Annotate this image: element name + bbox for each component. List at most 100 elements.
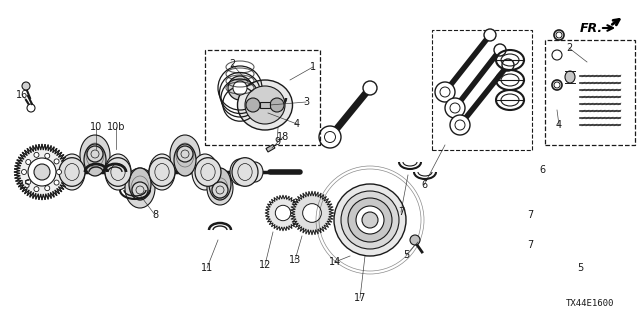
Circle shape	[445, 98, 465, 118]
Circle shape	[552, 50, 562, 60]
Circle shape	[34, 164, 50, 180]
Circle shape	[54, 180, 59, 185]
Text: 11: 11	[201, 263, 213, 273]
Ellipse shape	[356, 206, 384, 234]
Circle shape	[319, 126, 341, 148]
Ellipse shape	[105, 158, 131, 186]
Ellipse shape	[84, 144, 106, 176]
Circle shape	[554, 82, 560, 88]
Text: 4: 4	[556, 120, 562, 130]
Circle shape	[45, 153, 50, 158]
Ellipse shape	[80, 135, 110, 175]
Circle shape	[275, 205, 291, 221]
Polygon shape	[290, 191, 334, 235]
Circle shape	[34, 164, 50, 180]
Circle shape	[28, 158, 56, 186]
Ellipse shape	[228, 76, 252, 100]
Text: 10b: 10b	[107, 122, 125, 132]
Circle shape	[34, 152, 39, 157]
Circle shape	[56, 170, 61, 174]
Circle shape	[26, 180, 31, 185]
Circle shape	[270, 98, 284, 112]
Text: 6: 6	[539, 165, 545, 175]
Circle shape	[212, 182, 228, 198]
Circle shape	[30, 160, 54, 184]
Text: 6: 6	[421, 180, 427, 190]
Ellipse shape	[233, 81, 247, 95]
Circle shape	[363, 81, 377, 95]
Ellipse shape	[245, 86, 285, 124]
Text: 16: 16	[16, 90, 28, 100]
Ellipse shape	[59, 158, 85, 186]
Ellipse shape	[362, 212, 378, 228]
Ellipse shape	[230, 159, 250, 185]
Circle shape	[30, 160, 54, 184]
Text: 7: 7	[398, 207, 404, 217]
Ellipse shape	[105, 154, 131, 190]
Circle shape	[132, 182, 148, 198]
Ellipse shape	[170, 135, 200, 175]
Ellipse shape	[59, 154, 85, 190]
Ellipse shape	[192, 154, 218, 190]
Circle shape	[29, 159, 55, 185]
Circle shape	[494, 44, 506, 56]
Circle shape	[26, 159, 31, 164]
Polygon shape	[265, 195, 301, 231]
Ellipse shape	[334, 184, 406, 256]
Text: TX44E1600: TX44E1600	[566, 299, 614, 308]
Ellipse shape	[232, 158, 258, 186]
Ellipse shape	[149, 158, 175, 186]
Bar	[205, 50, 320, 145]
Circle shape	[484, 29, 496, 41]
Circle shape	[450, 115, 470, 135]
Circle shape	[54, 159, 59, 164]
Circle shape	[22, 170, 26, 174]
Text: 17: 17	[354, 293, 366, 303]
Circle shape	[87, 146, 103, 162]
Ellipse shape	[341, 191, 399, 249]
Circle shape	[177, 146, 193, 162]
Circle shape	[45, 186, 50, 191]
Ellipse shape	[195, 158, 221, 186]
Ellipse shape	[565, 71, 575, 83]
Polygon shape	[14, 144, 70, 200]
Ellipse shape	[129, 168, 151, 200]
Text: 2: 2	[566, 43, 572, 53]
Text: 8: 8	[152, 210, 158, 220]
Text: 14: 14	[329, 257, 341, 267]
Bar	[545, 40, 635, 145]
Polygon shape	[14, 144, 70, 200]
Text: 7: 7	[527, 240, 533, 250]
Text: 5: 5	[403, 250, 409, 260]
Text: 2: 2	[229, 59, 235, 69]
Ellipse shape	[207, 171, 233, 205]
Text: 13: 13	[289, 255, 301, 265]
Text: 15: 15	[19, 180, 31, 190]
Bar	[260, 102, 270, 108]
Text: 5: 5	[577, 263, 583, 273]
Circle shape	[303, 204, 321, 222]
Text: 4: 4	[294, 119, 300, 129]
Circle shape	[27, 104, 35, 112]
Text: 10: 10	[90, 122, 102, 132]
Ellipse shape	[149, 154, 175, 190]
Circle shape	[34, 187, 39, 192]
Ellipse shape	[237, 80, 292, 130]
Ellipse shape	[125, 168, 155, 208]
Text: 9: 9	[274, 137, 280, 147]
Circle shape	[22, 82, 30, 90]
Text: 3: 3	[303, 97, 309, 107]
Text: 7: 7	[527, 210, 533, 220]
Text: FR.: FR.	[580, 21, 603, 35]
Ellipse shape	[247, 162, 263, 182]
Circle shape	[502, 59, 514, 71]
Circle shape	[410, 235, 420, 245]
Text: 1: 1	[310, 62, 316, 72]
Text: 18: 18	[277, 132, 289, 142]
Ellipse shape	[348, 198, 392, 242]
Circle shape	[435, 82, 455, 102]
Text: 12: 12	[259, 260, 271, 270]
Ellipse shape	[209, 168, 231, 200]
Circle shape	[246, 98, 260, 112]
Ellipse shape	[174, 144, 196, 176]
